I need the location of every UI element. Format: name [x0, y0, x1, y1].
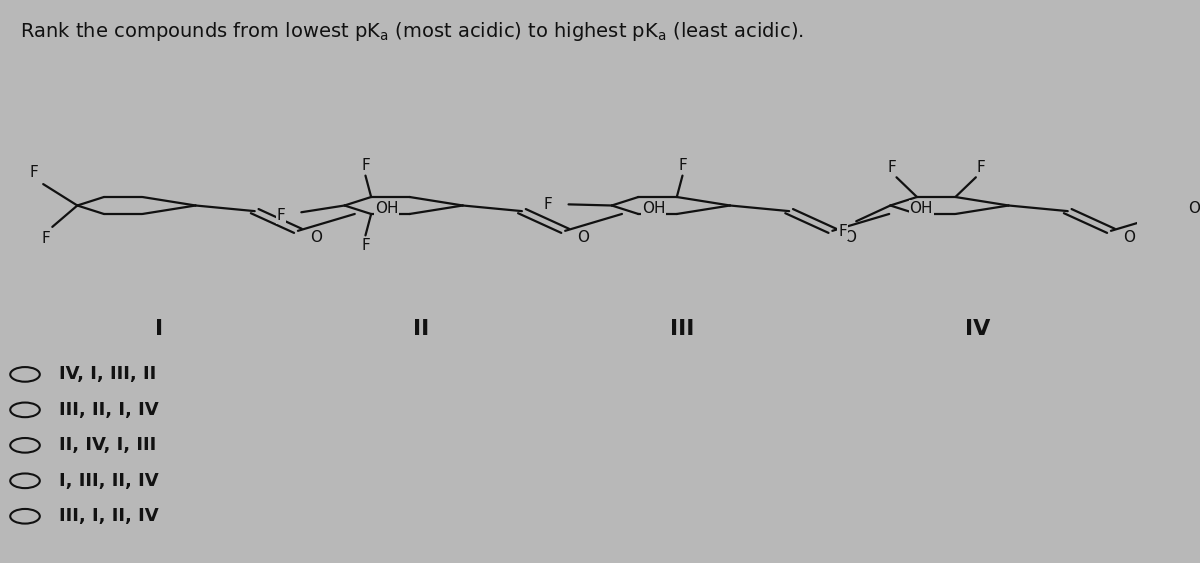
Text: IV: IV	[965, 319, 990, 339]
Text: II: II	[413, 319, 428, 339]
Text: I: I	[155, 319, 163, 339]
Text: Rank the compounds from lowest pK$_\mathrm{a}$ (most acidic) to highest pK$_\mat: Rank the compounds from lowest pK$_\math…	[20, 20, 804, 43]
Text: O: O	[845, 230, 857, 245]
Text: OH: OH	[374, 201, 398, 216]
Text: O: O	[1123, 230, 1135, 245]
Text: F: F	[678, 158, 686, 173]
Text: O: O	[577, 230, 589, 245]
Text: F: F	[888, 160, 896, 175]
Text: III, I, II, IV: III, I, II, IV	[59, 507, 158, 525]
Text: F: F	[41, 231, 50, 245]
Text: OH: OH	[1188, 201, 1200, 216]
Text: F: F	[839, 224, 847, 239]
Text: F: F	[544, 197, 552, 212]
Text: F: F	[361, 158, 370, 173]
Text: F: F	[276, 208, 286, 223]
Text: F: F	[976, 160, 985, 175]
Text: I, III, II, IV: I, III, II, IV	[59, 472, 158, 490]
Text: O: O	[310, 230, 322, 245]
Text: III, II, I, IV: III, II, I, IV	[59, 401, 158, 419]
Text: III: III	[670, 319, 695, 339]
Text: OH: OH	[642, 201, 666, 216]
Text: F: F	[361, 238, 370, 253]
Text: F: F	[30, 166, 38, 180]
Text: OH: OH	[910, 201, 932, 216]
Text: IV, I, III, II: IV, I, III, II	[59, 365, 156, 383]
Text: II, IV, I, III: II, IV, I, III	[59, 436, 156, 454]
